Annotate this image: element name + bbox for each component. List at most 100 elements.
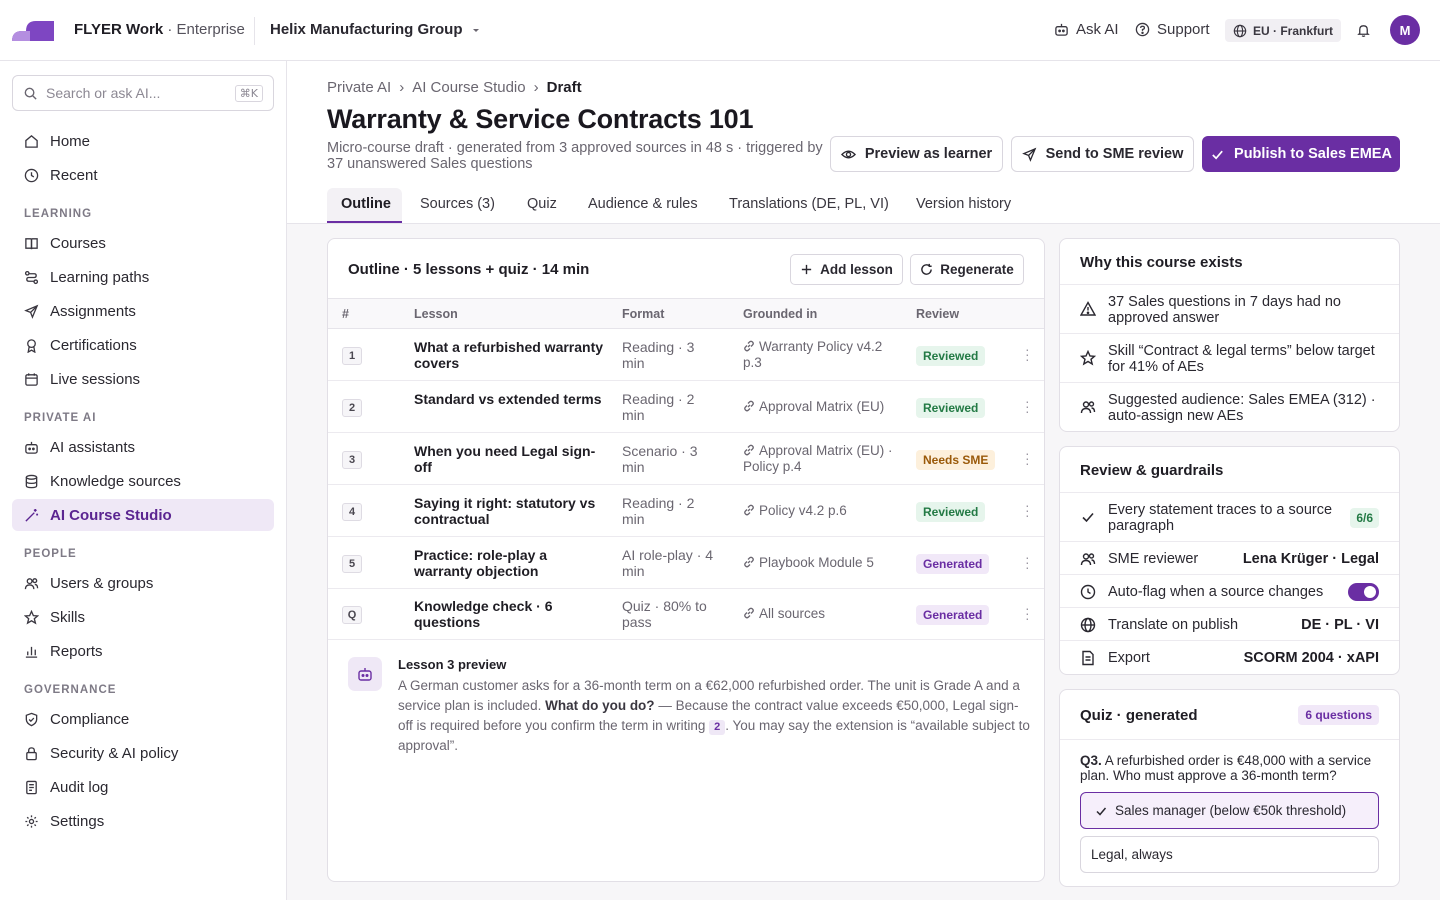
lesson-source[interactable]: Warranty Policy v4.2 p.3 bbox=[743, 339, 893, 371]
org-switcher[interactable]: Helix Manufacturing Group bbox=[270, 21, 481, 38]
search-icon bbox=[24, 87, 37, 100]
bell-icon[interactable] bbox=[1356, 23, 1371, 38]
tab-quiz[interactable]: Quiz bbox=[527, 196, 557, 212]
tab-outline[interactable]: Outline bbox=[341, 196, 391, 212]
sidebar-item-learning-paths[interactable]: Learning paths bbox=[12, 261, 274, 293]
globe-icon bbox=[1233, 24, 1247, 37]
lesson-title[interactable]: When you need Legal sign-off bbox=[414, 443, 596, 475]
sidebar-item-label: Compliance bbox=[50, 710, 130, 728]
tab-audience[interactable]: Audience & rules bbox=[588, 196, 698, 212]
sidebar-item-live-sessions[interactable]: Live sessions bbox=[12, 363, 274, 395]
send-to-sme-button[interactable]: Send to SME review bbox=[1011, 136, 1194, 172]
table-row[interactable]: 5 Practice: role-play a warranty objecti… bbox=[328, 538, 1044, 589]
tab-sources[interactable]: Sources (3) bbox=[420, 196, 495, 212]
export-value[interactable]: SCORM 2004 · xAPI bbox=[1243, 650, 1379, 666]
lesson-source[interactable]: Policy v4.2 p.6 bbox=[743, 503, 893, 519]
robot-icon bbox=[1055, 23, 1068, 36]
lesson-source[interactable]: Playbook Module 5 bbox=[743, 555, 893, 571]
lesson-number: Q bbox=[342, 606, 362, 624]
quiz-option[interactable]: Legal, always bbox=[1080, 836, 1379, 873]
sidebar-item-audit-log[interactable]: Audit log bbox=[12, 771, 274, 803]
quiz-title: Quiz · generated bbox=[1080, 707, 1198, 724]
lesson-title[interactable]: Standard vs extended terms bbox=[414, 391, 602, 407]
autoflag-toggle[interactable] bbox=[1348, 583, 1379, 601]
regenerate-button[interactable]: Regenerate bbox=[910, 254, 1024, 285]
quiz-question: Q3. A refurbished order is €48,000 with … bbox=[1080, 753, 1380, 783]
lesson-title[interactable]: Saying it right: statutory vs contractua… bbox=[414, 495, 596, 527]
plus-icon bbox=[801, 264, 812, 275]
page-title: Warranty & Service Contracts 101 bbox=[327, 104, 754, 134]
lesson-source[interactable]: Approval Matrix (EU) bbox=[743, 399, 893, 415]
sidebar-item-users-groups[interactable]: Users & groups bbox=[12, 567, 274, 599]
search-input[interactable]: Search or ask AI... ⌘K bbox=[12, 75, 274, 111]
row-menu-icon[interactable]: · · · bbox=[1025, 600, 1030, 626]
sidebar-item-knowledge-sources[interactable]: Knowledge sources bbox=[12, 465, 274, 497]
breadcrumb-course-studio[interactable]: AI Course Studio bbox=[412, 79, 526, 96]
lesson-source[interactable]: All sources bbox=[743, 606, 893, 622]
column-header-num: # bbox=[342, 307, 349, 321]
link-icon bbox=[744, 444, 754, 456]
breadcrumb-private-ai[interactable]: Private AI bbox=[327, 79, 392, 96]
sidebar-item-compliance[interactable]: Compliance bbox=[12, 703, 274, 735]
sidebar-item-ai-course-studio[interactable]: AI Course Studio bbox=[12, 499, 274, 531]
sidebar-item-settings[interactable]: Settings bbox=[12, 805, 274, 837]
table-row[interactable]: 4 Saying it right: statutory vs contract… bbox=[328, 486, 1044, 537]
row-menu-icon[interactable]: · · · bbox=[1025, 497, 1030, 523]
sme-label: SME reviewer bbox=[1108, 551, 1199, 567]
lesson-title[interactable]: Knowledge check · 6 questions bbox=[414, 598, 553, 630]
tab-version-history[interactable]: Version history bbox=[916, 196, 1012, 212]
quiz-option-selected[interactable]: Sales manager (below €50k threshold) bbox=[1080, 792, 1379, 829]
active-tab-indicator bbox=[327, 221, 402, 223]
star-icon bbox=[24, 609, 39, 625]
status-badge: Reviewed bbox=[916, 502, 986, 522]
row-menu-icon[interactable]: · · · bbox=[1025, 393, 1030, 419]
table-row[interactable]: Q Knowledge check · 6 questions Quiz · 8… bbox=[328, 589, 1044, 640]
why-item-text: Skill “Contract & legal terms” below tar… bbox=[1108, 343, 1375, 375]
users-icon bbox=[1080, 401, 1096, 414]
status-badge: Generated bbox=[916, 554, 990, 574]
ask-ai-button[interactable]: Ask AI bbox=[1054, 21, 1119, 38]
preview-text: — Because the contract value exceeds €50… bbox=[398, 698, 1019, 733]
citation-badge[interactable]: 2 bbox=[709, 720, 726, 735]
translate-value[interactable]: DE · PL · VI bbox=[1301, 617, 1379, 633]
sidebar-item-ai-assistants[interactable]: AI assistants bbox=[12, 431, 274, 463]
quiz-card: Quiz · generated 6 questions Q3. A refur… bbox=[1059, 689, 1400, 887]
sidebar-item-skills[interactable]: Skills bbox=[12, 601, 274, 633]
lesson-source-label: Approval Matrix (EU) · Policy p.4 bbox=[743, 443, 893, 474]
sidebar-item-certifications[interactable]: Certifications bbox=[12, 329, 274, 361]
publish-button[interactable]: Publish to Sales EMEA bbox=[1202, 136, 1400, 172]
row-menu-icon[interactable]: · · · bbox=[1025, 445, 1030, 471]
flyer-logo-icon[interactable] bbox=[12, 19, 54, 41]
check-icon bbox=[1212, 150, 1223, 159]
table-row[interactable]: 1 What a refurbished warranty covers Rea… bbox=[328, 330, 1044, 381]
sidebar-item-reports[interactable]: Reports bbox=[12, 635, 274, 667]
sidebar-item-security[interactable]: Security & AI policy bbox=[12, 737, 274, 769]
preview-as-learner-button[interactable]: Preview as learner bbox=[830, 136, 1003, 172]
tab-translations[interactable]: Translations (DE, PL, VI) bbox=[729, 196, 889, 212]
lesson-source-label: Playbook Module 5 bbox=[759, 555, 874, 570]
link-icon bbox=[744, 607, 754, 619]
row-menu-icon[interactable]: · · · bbox=[1025, 549, 1030, 575]
row-menu-icon[interactable]: · · · bbox=[1025, 341, 1030, 367]
avatar[interactable]: M bbox=[1390, 15, 1420, 45]
sidebar: Search or ask AI... ⌘K Home Recent LEARN… bbox=[0, 61, 287, 900]
sidebar-item-recent[interactable]: Recent bbox=[12, 159, 274, 191]
question-number: Q3. bbox=[1080, 753, 1102, 768]
table-row[interactable]: 3 When you need Legal sign-off Scenario … bbox=[328, 434, 1044, 485]
brand[interactable]: FLYER Work · Enterprise bbox=[74, 21, 245, 38]
sidebar-item-home[interactable]: Home bbox=[12, 125, 274, 157]
add-lesson-button[interactable]: Add lesson bbox=[790, 254, 903, 285]
support-button[interactable]: Support bbox=[1135, 21, 1210, 38]
region-badge[interactable]: EU · Frankfurt bbox=[1225, 19, 1342, 42]
sidebar-item-assignments[interactable]: Assignments bbox=[12, 295, 274, 327]
lesson-title[interactable]: What a refurbished warranty covers bbox=[414, 339, 604, 371]
table-row[interactable]: 2 Standard vs extended terms Reading · 2… bbox=[328, 382, 1044, 433]
sme-value[interactable]: Lena Krüger · Legal bbox=[1242, 551, 1379, 567]
link-icon bbox=[744, 556, 754, 568]
lesson-source[interactable]: Approval Matrix (EU) · Policy p.4 bbox=[743, 443, 893, 475]
sidebar-item-courses[interactable]: Courses bbox=[12, 227, 274, 259]
section-private-ai: PRIVATE AI bbox=[24, 412, 97, 424]
why-title: Why this course exists bbox=[1080, 254, 1243, 271]
lesson-title[interactable]: Practice: role-play a warranty objection bbox=[414, 547, 548, 579]
list-item: SME reviewer Lena Krüger · Legal bbox=[1060, 542, 1399, 575]
